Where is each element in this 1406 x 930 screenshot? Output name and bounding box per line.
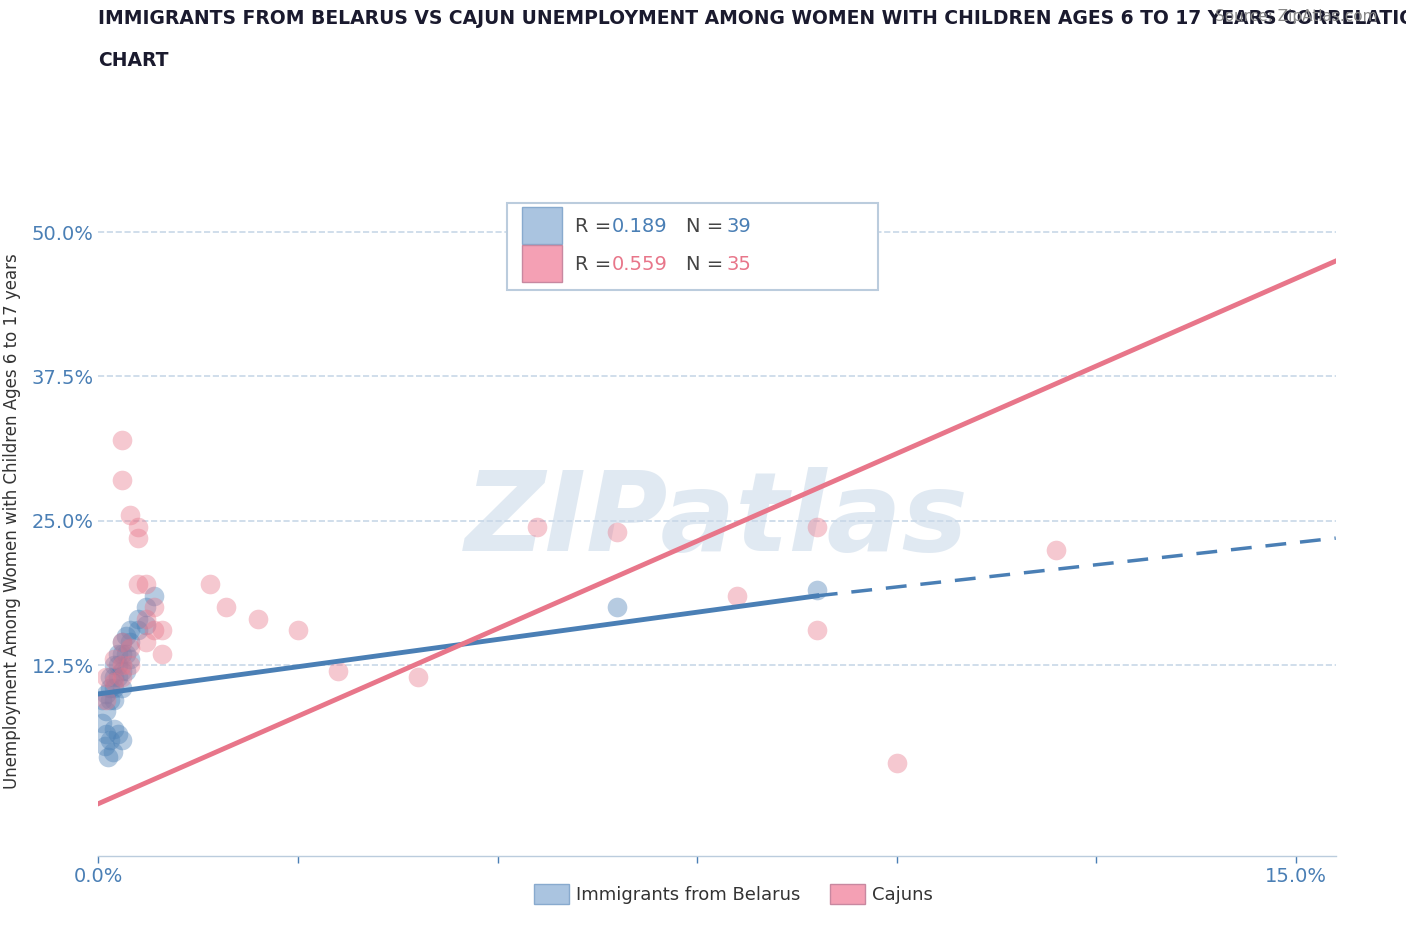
Point (115, 663, 138, 678)
Point (111, 634, 134, 649)
Point (150, 623, 173, 638)
Point (806, 582, 828, 597)
Text: N =: N = (686, 255, 730, 273)
Point (111, 658, 134, 672)
Text: IMMIGRANTS FROM BELARUS VS CAJUN UNEMPLOYMENT AMONG WOMEN WITH CHILDREN AGES 6 T: IMMIGRANTS FROM BELARUS VS CAJUN UNEMPLO… (98, 9, 1406, 28)
FancyBboxPatch shape (522, 207, 562, 245)
Point (96, 704, 118, 719)
Point (100, 681, 122, 696)
Point (107, 646, 129, 661)
Point (100, 733, 122, 748)
Point (198, 577, 221, 591)
Point (94, 738, 117, 753)
Point (97, 750, 120, 764)
Point (103, 692, 125, 707)
Point (111, 432, 134, 447)
Point (120, 634, 142, 649)
Point (120, 508, 142, 523)
Point (606, 525, 628, 539)
Point (725, 589, 748, 604)
Point (135, 612, 157, 627)
Point (406, 670, 429, 684)
Point (526, 519, 548, 534)
Point (91, 715, 114, 730)
Point (96, 692, 118, 707)
Point (326, 663, 349, 678)
Point (100, 692, 122, 707)
Point (135, 618, 157, 632)
Point (127, 623, 149, 638)
Point (103, 675, 125, 690)
Point (100, 670, 122, 684)
Point (103, 670, 125, 684)
Point (96, 727, 118, 742)
Point (143, 623, 166, 638)
Point (886, 756, 908, 771)
Point (1045, 542, 1067, 557)
Point (96, 670, 118, 684)
Point (135, 577, 157, 591)
Point (143, 600, 166, 615)
Text: Cajuns: Cajuns (872, 885, 932, 904)
Text: R =: R = (575, 255, 617, 273)
Point (111, 663, 134, 678)
Point (806, 519, 828, 534)
FancyBboxPatch shape (506, 203, 877, 290)
Text: 39: 39 (727, 218, 752, 236)
Point (120, 652, 142, 667)
Point (111, 670, 134, 684)
Text: ZIPatlas: ZIPatlas (465, 467, 969, 575)
Point (103, 658, 125, 672)
Point (806, 623, 828, 638)
Point (111, 473, 134, 488)
Point (127, 612, 149, 627)
Point (115, 629, 138, 644)
Point (107, 670, 129, 684)
Point (127, 577, 149, 591)
Text: CHART: CHART (98, 51, 169, 70)
Text: 0.559: 0.559 (612, 255, 668, 273)
Point (120, 623, 142, 638)
Point (606, 600, 628, 615)
Point (127, 519, 149, 534)
Point (150, 646, 173, 661)
Point (96, 686, 118, 701)
Point (111, 681, 134, 696)
Point (247, 612, 270, 627)
Point (107, 727, 129, 742)
Text: 35: 35 (727, 255, 752, 273)
Point (91, 692, 114, 707)
Y-axis label: Unemployment Among Women with Children Ages 6 to 17 years: Unemployment Among Women with Children A… (3, 253, 21, 789)
Point (111, 733, 134, 748)
Point (143, 589, 166, 604)
Point (120, 641, 142, 656)
Point (115, 646, 138, 661)
FancyBboxPatch shape (522, 245, 562, 282)
Point (287, 623, 309, 638)
Point (111, 634, 134, 649)
Text: R =: R = (575, 218, 617, 236)
Point (103, 652, 125, 667)
Text: N =: N = (686, 218, 730, 236)
Point (135, 634, 157, 649)
Point (103, 721, 125, 736)
Text: Source: ZipAtlas.com: Source: ZipAtlas.com (1215, 9, 1378, 24)
Point (120, 658, 142, 672)
Text: Immigrants from Belarus: Immigrants from Belarus (576, 885, 801, 904)
Point (127, 531, 149, 546)
Point (101, 744, 124, 759)
Point (107, 658, 129, 672)
Point (103, 681, 125, 696)
Point (215, 600, 238, 615)
Point (111, 646, 134, 661)
Text: 0.189: 0.189 (612, 218, 668, 236)
Point (135, 600, 157, 615)
